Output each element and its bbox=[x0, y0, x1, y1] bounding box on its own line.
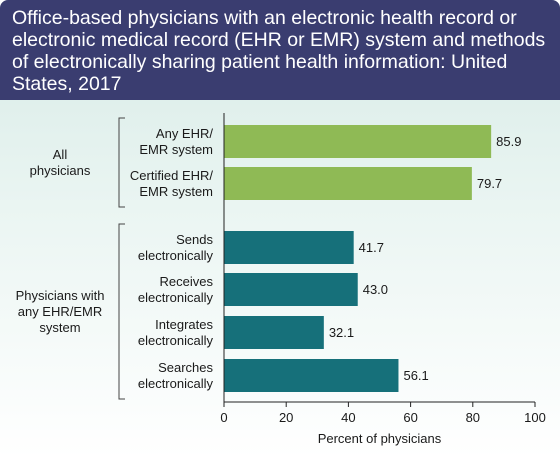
bar bbox=[224, 125, 492, 158]
bar-category-label-line: electronically bbox=[138, 333, 214, 348]
bar-category-label: Searches electronically bbox=[138, 360, 214, 391]
x-tick-label: 40 bbox=[341, 410, 355, 425]
x-axis-title: Percent of physicians bbox=[318, 431, 442, 446]
bar-category-label-line: Receives bbox=[160, 274, 214, 289]
chart-header: Office-based physicians with an electron… bbox=[0, 0, 560, 100]
group-bracket bbox=[118, 223, 125, 400]
bar-category-label-line: Sends bbox=[176, 232, 213, 247]
group-label-line: system bbox=[39, 320, 80, 335]
bar-category-label-line: EMR system bbox=[139, 142, 213, 157]
chart-title: Office-based physicians with an electron… bbox=[12, 7, 546, 95]
bars-layer bbox=[224, 125, 492, 392]
group-label-line: any EHR/EMR bbox=[18, 304, 103, 319]
x-tick-label: 100 bbox=[524, 410, 546, 425]
group-label-line: All bbox=[53, 147, 68, 162]
bar-category-label: Receives electronically bbox=[138, 274, 214, 305]
bar-value-label: 32.1 bbox=[329, 325, 354, 340]
bar-category-label: Certified EHR/EMR system bbox=[130, 168, 213, 199]
bar bbox=[224, 359, 399, 392]
group-label-line: physicians bbox=[30, 163, 91, 178]
bar-value-label: 85.9 bbox=[496, 134, 521, 149]
bar-category-label-line: electronically bbox=[138, 248, 214, 263]
bar-value-label: 43.0 bbox=[363, 282, 388, 297]
group-label: All physicians bbox=[30, 147, 91, 178]
bar-category-label: Any EHR/EMR system bbox=[139, 126, 213, 157]
x-tick-label: 0 bbox=[220, 410, 227, 425]
bar bbox=[224, 316, 324, 349]
bar-category-label: Integrates electronically bbox=[138, 317, 214, 348]
x-tick-label: 60 bbox=[403, 410, 417, 425]
x-tick-label: 20 bbox=[279, 410, 293, 425]
bar-category-label-line: EMR system bbox=[139, 184, 213, 199]
bar-value-label: 79.7 bbox=[477, 176, 502, 191]
bar-category-label-line: Certified EHR/ bbox=[130, 168, 213, 183]
bar-category-label-line: Any EHR/ bbox=[156, 126, 213, 141]
bar-category-label-line: electronically bbox=[138, 290, 214, 305]
bar-category-label-line: electronically bbox=[138, 376, 214, 391]
bar-value-label: 41.7 bbox=[359, 240, 384, 255]
x-tick-label: 80 bbox=[466, 410, 480, 425]
bar-category-label-line: Integrates bbox=[155, 317, 213, 332]
group-bracket bbox=[118, 117, 125, 208]
x-axis: 0 20 40 60 80 100 Percent of physicians bbox=[220, 113, 546, 446]
bar-category-label-line: Searches bbox=[158, 360, 213, 375]
bar bbox=[224, 167, 472, 200]
bar bbox=[224, 273, 358, 306]
bar-value-label: 56.1 bbox=[403, 368, 428, 383]
bar bbox=[224, 231, 354, 264]
group-label-line: Physicians with bbox=[16, 288, 105, 303]
bar-category-label: Sends electronically bbox=[138, 232, 214, 263]
labels-layer: 85.9 Any EHR/EMR system 79.7 Certified EHR/… bbox=[16, 117, 521, 400]
group-label: Physicians with any EHR/EMR system bbox=[16, 288, 105, 335]
